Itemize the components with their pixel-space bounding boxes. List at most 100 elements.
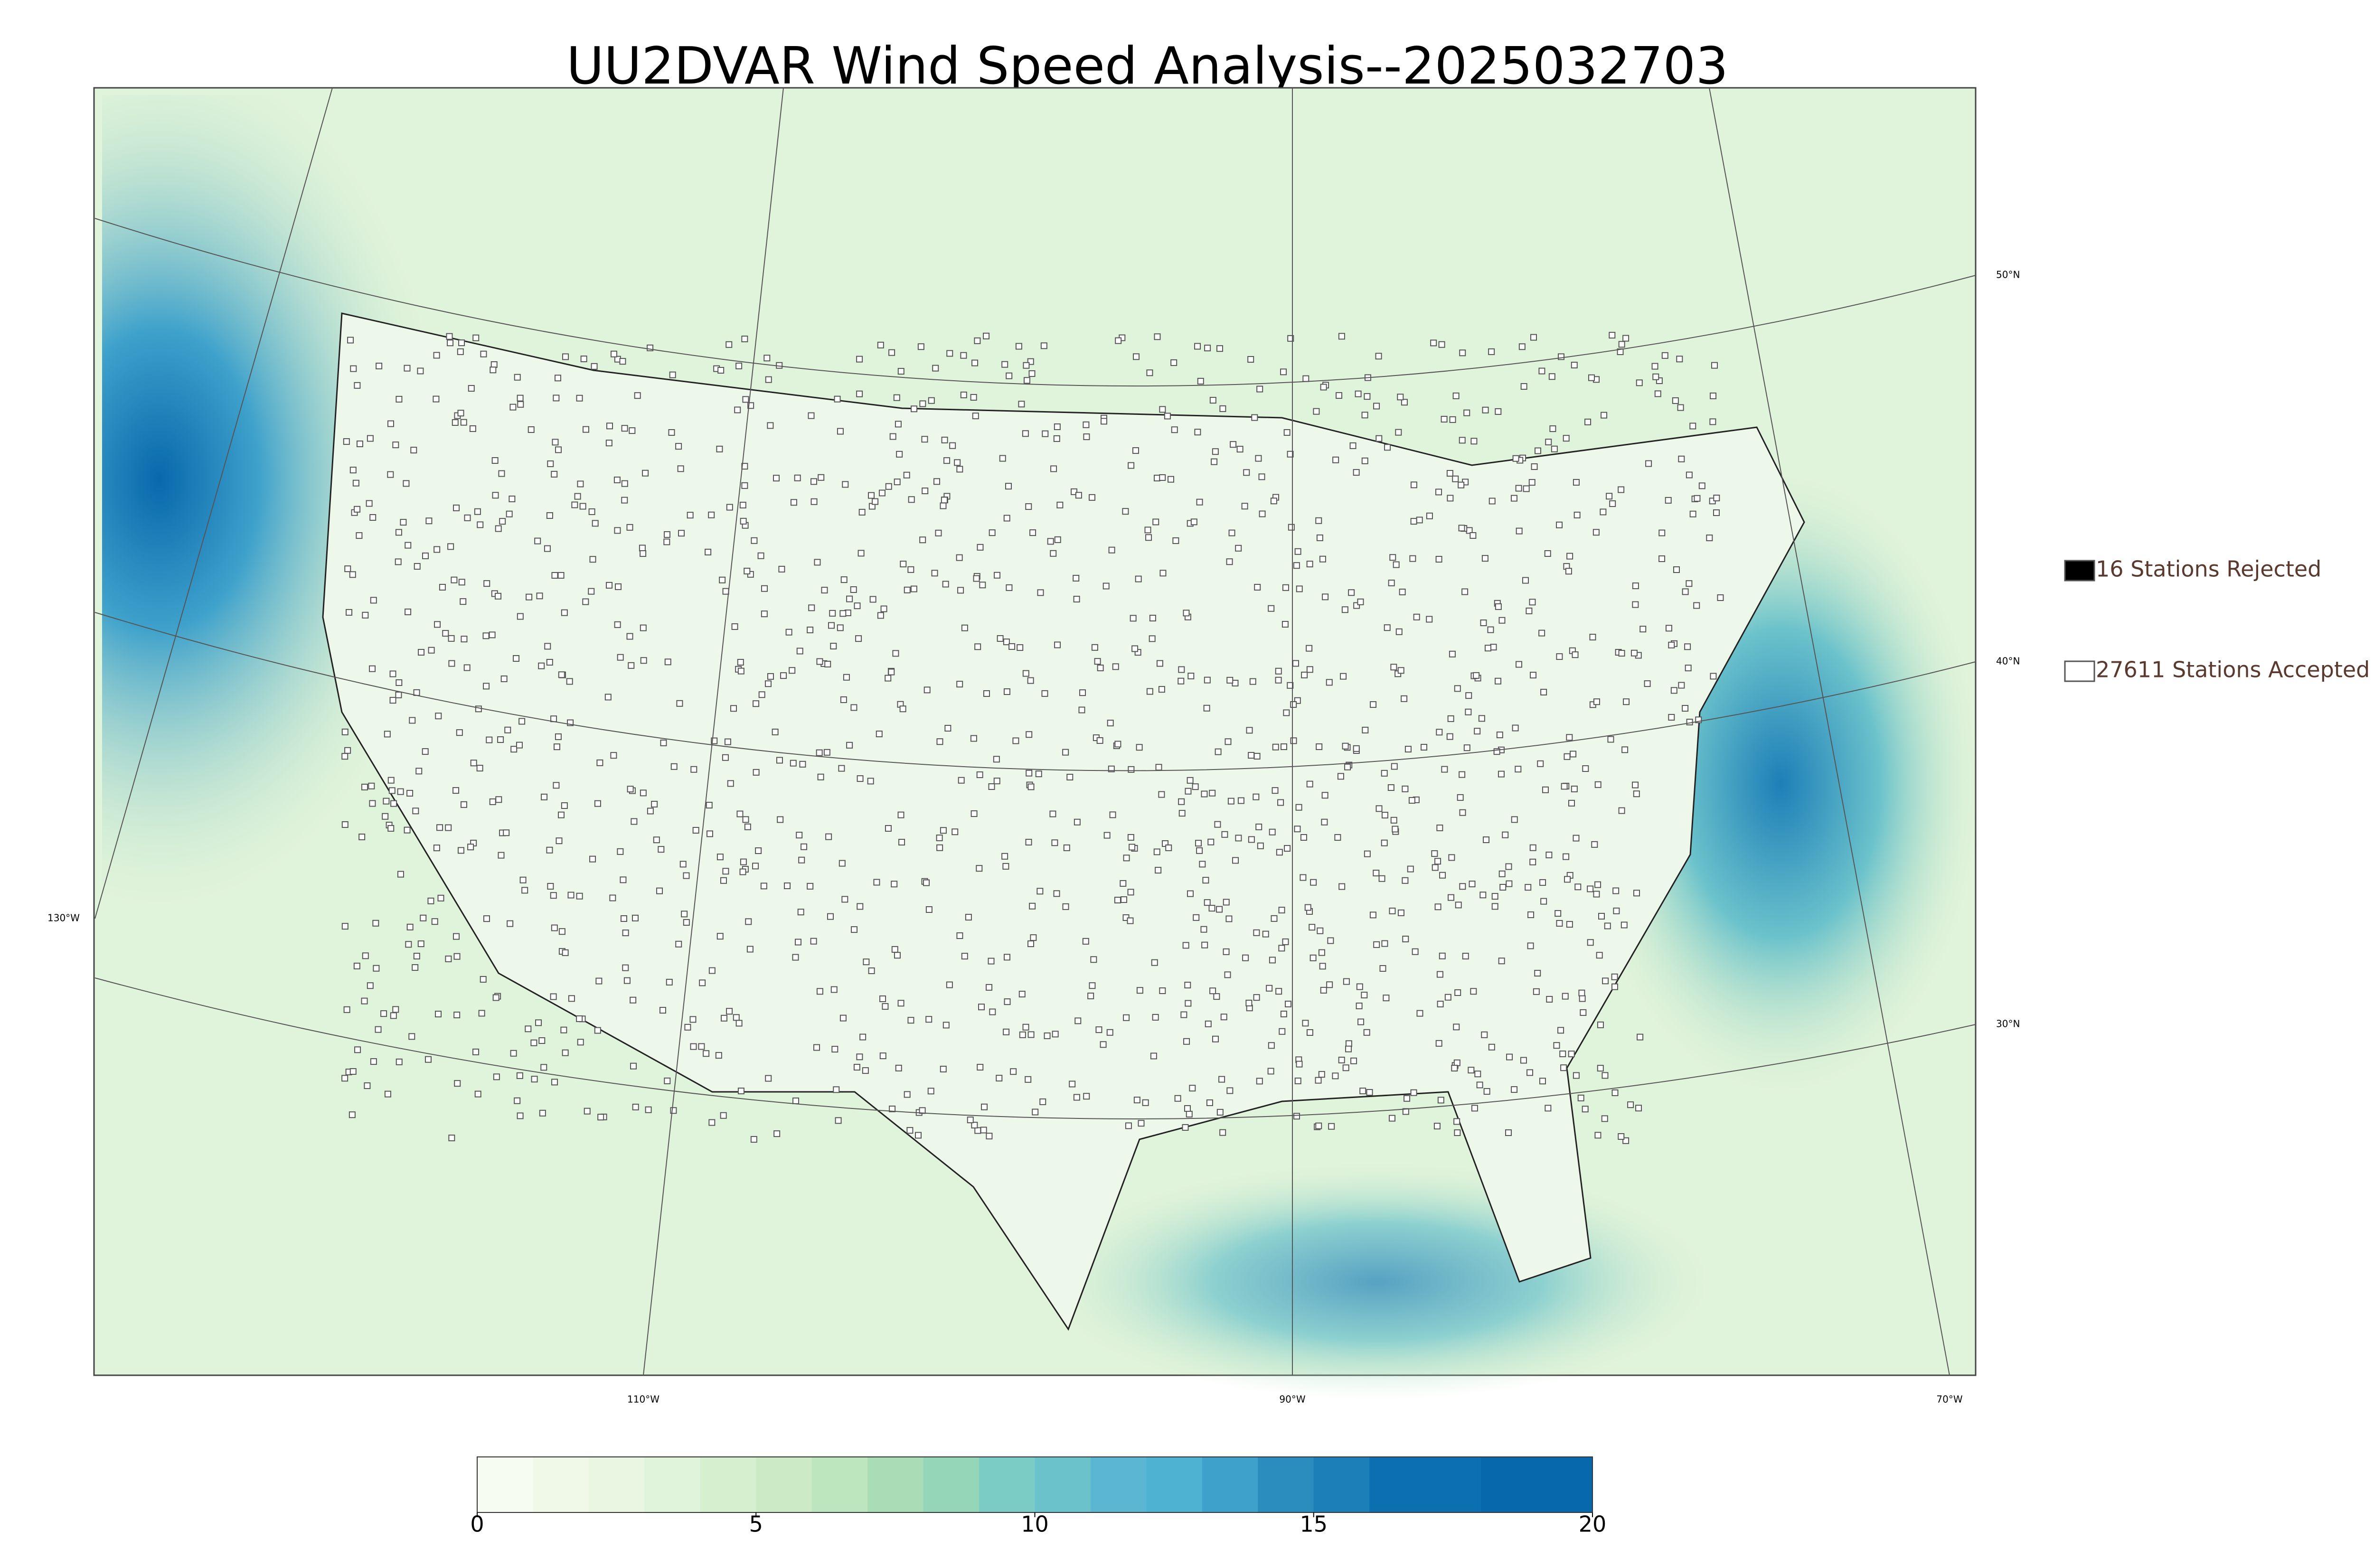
station xyxy=(751,537,758,544)
station xyxy=(761,610,768,618)
station xyxy=(1017,644,1024,651)
station xyxy=(1487,626,1494,633)
station xyxy=(1302,375,1309,382)
station xyxy=(1079,689,1086,696)
station xyxy=(1050,465,1057,472)
station xyxy=(922,488,929,495)
station xyxy=(562,353,569,360)
station xyxy=(1498,770,1505,778)
station xyxy=(518,718,526,725)
station xyxy=(868,967,875,974)
station xyxy=(1363,1029,1370,1036)
station xyxy=(483,683,490,690)
station xyxy=(1027,783,1035,790)
station xyxy=(1391,763,1398,770)
colorbar-tick-label: 15 xyxy=(1300,1512,1328,1537)
station xyxy=(862,1067,869,1074)
station xyxy=(878,489,886,497)
station xyxy=(1136,987,1143,994)
station xyxy=(772,728,779,735)
station xyxy=(390,800,397,807)
station xyxy=(1570,751,1577,758)
station xyxy=(1698,482,1705,489)
station xyxy=(1319,963,1326,970)
station xyxy=(551,572,558,579)
station xyxy=(1446,733,1453,740)
station xyxy=(1103,832,1111,839)
station xyxy=(1632,601,1639,608)
station xyxy=(1370,701,1377,708)
station xyxy=(1384,624,1391,631)
station xyxy=(1083,1093,1090,1100)
station xyxy=(971,1122,978,1129)
station xyxy=(1556,653,1563,660)
station xyxy=(631,818,638,825)
station xyxy=(755,847,762,854)
station xyxy=(1436,729,1443,736)
station xyxy=(1516,527,1523,535)
station xyxy=(412,964,419,971)
station xyxy=(517,1112,524,1119)
station xyxy=(1206,1099,1213,1106)
station xyxy=(369,514,377,521)
station xyxy=(1685,665,1692,672)
station xyxy=(1228,529,1235,536)
station xyxy=(838,765,845,772)
station xyxy=(1253,929,1260,936)
station xyxy=(1004,998,1011,1005)
station xyxy=(1201,790,1208,798)
station xyxy=(850,586,857,593)
station xyxy=(932,365,939,372)
station xyxy=(1101,418,1108,425)
station xyxy=(1566,553,1573,560)
station xyxy=(699,979,706,986)
station xyxy=(574,493,581,500)
station xyxy=(734,406,741,413)
station xyxy=(1310,879,1317,886)
station xyxy=(1572,651,1579,658)
colorbar-tick-label: 10 xyxy=(1021,1512,1049,1537)
station xyxy=(1259,510,1266,517)
legend-swatch xyxy=(2064,660,2095,682)
station xyxy=(977,544,984,551)
station xyxy=(877,341,884,348)
station xyxy=(579,503,586,510)
station xyxy=(1463,744,1470,751)
station xyxy=(1678,455,1685,462)
station xyxy=(797,909,804,916)
station xyxy=(489,631,496,638)
station xyxy=(490,366,497,374)
station xyxy=(658,846,665,853)
station xyxy=(1132,447,1139,454)
station xyxy=(750,1136,757,1143)
station xyxy=(906,1127,914,1134)
station xyxy=(895,1064,902,1071)
station xyxy=(1563,853,1570,860)
station xyxy=(368,782,375,789)
station xyxy=(1322,593,1329,601)
station xyxy=(1275,667,1282,675)
station xyxy=(420,914,427,921)
station xyxy=(1441,766,1448,773)
station xyxy=(1293,1113,1300,1120)
station xyxy=(808,412,815,419)
station xyxy=(640,657,647,664)
station xyxy=(839,1014,847,1022)
station xyxy=(850,704,857,711)
station xyxy=(1089,982,1096,989)
station xyxy=(1047,538,1054,545)
station xyxy=(835,1117,842,1124)
station xyxy=(373,965,380,972)
station xyxy=(1607,736,1614,743)
station xyxy=(1670,687,1677,694)
station xyxy=(1301,671,1308,678)
station xyxy=(796,832,803,839)
station xyxy=(1465,692,1472,699)
station xyxy=(846,595,853,602)
station xyxy=(716,854,724,861)
station xyxy=(1028,370,1036,377)
station xyxy=(1694,495,1701,502)
station xyxy=(634,392,641,399)
station xyxy=(737,1088,744,1095)
station xyxy=(816,749,823,756)
